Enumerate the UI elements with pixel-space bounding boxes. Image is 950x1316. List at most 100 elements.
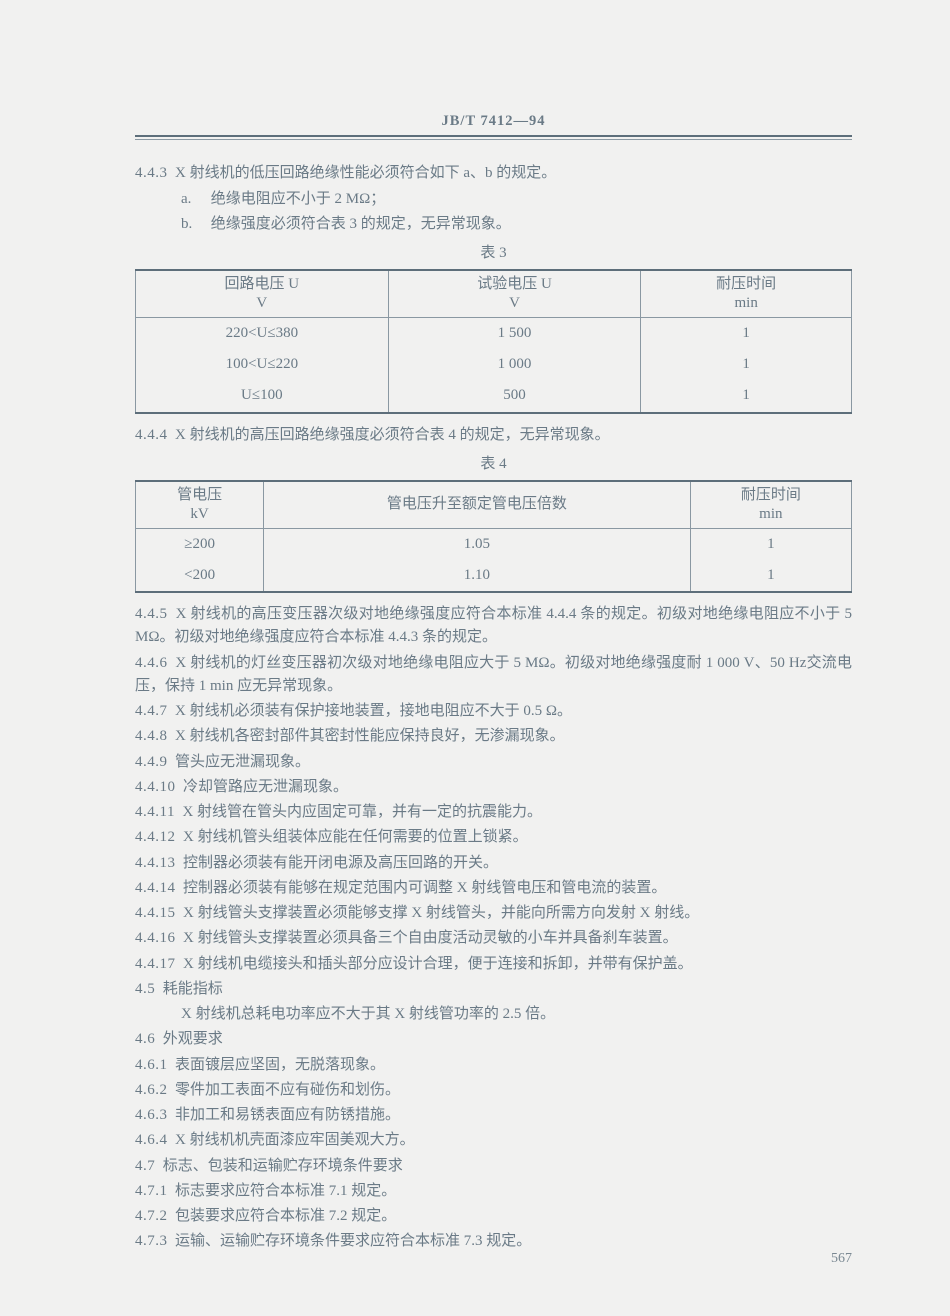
sec-num: 4.7.1 <box>135 1183 168 1199</box>
sec-num: 4.4.12 <box>135 829 176 845</box>
clause-4-4-13: 4.4.13 控制器必须装有能开闭电源及高压回路的开关。 <box>135 852 852 875</box>
standard-number: JB/T 7412—94 <box>442 113 546 129</box>
cell: 1 000 <box>388 349 641 380</box>
sec-num: 4.4.5 <box>135 606 168 622</box>
sec-num: 4.4.10 <box>135 779 176 795</box>
clause-4-7-3: 4.7.3 运输、运输贮存环境条件要求应符合本标准 7.3 规定。 <box>135 1230 852 1253</box>
table3-h1b: V <box>256 295 267 311</box>
cell: 1 <box>690 560 851 592</box>
table3-h3b: min <box>735 295 758 311</box>
clause-4-4-10: 4.4.10 冷却管路应无泄漏现象。 <box>135 776 852 799</box>
table4-h1b: kV <box>190 506 208 522</box>
page: JB/T 7412—94 4.4.3 X 射线机的低压回路绝缘性能必须符合如下 … <box>0 0 950 1316</box>
sub-text: 绝缘强度必须符合表 3 的规定，无异常现象。 <box>211 216 511 232</box>
table4-h2: 管电压升至额定管电压倍数 <box>264 481 690 528</box>
table3-h1: 回路电压 U V <box>136 270 389 317</box>
sec-num: 4.6.3 <box>135 1107 168 1123</box>
cell: 500 <box>388 380 641 412</box>
table-row: 100<U≤220 1 000 1 <box>136 349 852 380</box>
clause-4-4-11: 4.4.11 X 射线管在管头内应固定可靠，并有一定的抗震能力。 <box>135 801 852 824</box>
cell: 1 <box>641 317 852 349</box>
clause-4-4-4: 4.4.4 X 射线机的高压回路绝缘强度必须符合表 4 的规定，无异常现象。 <box>135 424 852 447</box>
table3: 回路电压 U V 试验电压 U V 耐压时间 min 220<U≤380 1 5… <box>135 269 852 413</box>
clause-4-4-6: 4.4.6 X 射线机的灯丝变压器初次级对地绝缘电阻应大于 5 MΩ。初级对地绝… <box>135 652 852 699</box>
clause-text: 非加工和易锈表面应有防锈措施。 <box>175 1107 400 1123</box>
sec-num: 4.6.4 <box>135 1132 168 1148</box>
table-row: ≥200 1.05 1 <box>136 528 852 560</box>
clause-text: X 射线机管头组装体应能在任何需要的位置上锁紧。 <box>183 829 528 845</box>
clause-4-5: 4.5 耗能指标 <box>135 978 852 1001</box>
sec-num: 4.4.13 <box>135 855 176 871</box>
clause-text: 控制器必须装有能够在规定范围内可调整 X 射线管电压和管电流的装置。 <box>183 880 666 896</box>
sub-label: a. <box>181 188 207 211</box>
clause-text: X 射线机必须装有保护接地装置，接地电阻应不大于 0.5 Ω。 <box>175 703 572 719</box>
cell: 1 500 <box>388 317 641 349</box>
clause-text: X 射线管头支撑装置必须具备三个自由度活动灵敏的小车并具备刹车装置。 <box>183 930 678 946</box>
sec-num: 4.6.1 <box>135 1057 168 1073</box>
cell: ≥200 <box>136 528 264 560</box>
sec-num: 4.4.4 <box>135 427 168 443</box>
clause-text: 表面镀层应坚固，无脱落现象。 <box>175 1057 385 1073</box>
sec-num: 4.5 <box>135 981 155 997</box>
clause-4-5-body: X 射线机总耗电功率应不大于其 X 射线管功率的 2.5 倍。 <box>135 1003 852 1026</box>
sec-num: 4.4.17 <box>135 956 176 972</box>
table-row: <200 1.10 1 <box>136 560 852 592</box>
clause-text: 控制器必须装有能开闭电源及高压回路的开关。 <box>183 855 498 871</box>
clause-4-6-2: 4.6.2 零件加工表面不应有碰伤和划伤。 <box>135 1079 852 1102</box>
clause-4-7-2: 4.7.2 包装要求应符合本标准 7.2 规定。 <box>135 1205 852 1228</box>
clause-4-7: 4.7 标志、包装和运输贮存环境条件要求 <box>135 1155 852 1178</box>
table3-h3: 耐压时间 min <box>641 270 852 317</box>
sec-num: 4.4.3 <box>135 165 168 181</box>
clause-text: X 射线机的高压回路绝缘强度必须符合表 4 的规定，无异常现象。 <box>175 427 610 443</box>
clause-text: 运输、运输贮存环境条件要求应符合本标准 7.3 规定。 <box>175 1233 531 1249</box>
clause-text: X 射线机的高压变压器次级对地绝缘强度应符合本标准 4.4.4 条的规定。初级对… <box>135 606 852 645</box>
header-rule <box>135 139 852 140</box>
clause-title: 外观要求 <box>163 1031 223 1047</box>
clause-4-4-9: 4.4.9 管头应无泄漏现象。 <box>135 751 852 774</box>
clause-4-4-3: 4.4.3 X 射线机的低压回路绝缘性能必须符合如下 a、b 的规定。 <box>135 162 852 185</box>
clause-text: 包装要求应符合本标准 7.2 规定。 <box>175 1208 396 1224</box>
cell: <200 <box>136 560 264 592</box>
clause-text: X 射线机电缆接头和插头部分应设计合理，便于连接和拆卸，并带有保护盖。 <box>183 956 693 972</box>
table3-caption: 表 3 <box>135 242 852 265</box>
sec-num: 4.4.7 <box>135 703 168 719</box>
clause-4-4-14: 4.4.14 控制器必须装有能够在规定范围内可调整 X 射线管电压和管电流的装置… <box>135 877 852 900</box>
sec-num: 4.4.14 <box>135 880 176 896</box>
table3-h3a: 耐压时间 <box>716 276 776 292</box>
table-row: U≤100 500 1 <box>136 380 852 412</box>
table-row: 220<U≤380 1 500 1 <box>136 317 852 349</box>
clause-4-4-15: 4.4.15 X 射线管头支撑装置必须能够支撑 X 射线管头，并能向所需方向发射… <box>135 902 852 925</box>
clause-text: 标志要求应符合本标准 7.1 规定。 <box>175 1183 396 1199</box>
clause-4-4-8: 4.4.8 X 射线机各密封部件其密封性能应保持良好，无渗漏现象。 <box>135 725 852 748</box>
cell: 220<U≤380 <box>136 317 389 349</box>
clause-text: X 射线机的灯丝变压器初次级对地绝缘电阻应大于 5 MΩ。初级对地绝缘强度耐 1… <box>135 655 852 694</box>
cell: 1.10 <box>264 560 690 592</box>
sec-num: 4.4.16 <box>135 930 176 946</box>
clause-text: 冷却管路应无泄漏现象。 <box>183 779 348 795</box>
clause-4-4-12: 4.4.12 X 射线机管头组装体应能在任何需要的位置上锁紧。 <box>135 826 852 849</box>
cell: 1 <box>690 528 851 560</box>
sub-text: 绝缘电阻应不小于 2 MΩ； <box>211 191 386 207</box>
table3-h2b: V <box>509 295 520 311</box>
clause-text: X 射线机机壳面漆应牢固美观大方。 <box>175 1132 415 1148</box>
clause-4-6-1: 4.6.1 表面镀层应坚固，无脱落现象。 <box>135 1054 852 1077</box>
sec-num: 4.4.9 <box>135 754 168 770</box>
table3-h2a: 试验电压 U <box>477 276 552 292</box>
cell: U≤100 <box>136 380 389 412</box>
clause-title: 标志、包装和运输贮存环境条件要求 <box>163 1158 403 1174</box>
sec-num: 4.7 <box>135 1158 155 1174</box>
sec-num: 4.7.2 <box>135 1208 168 1224</box>
clause-4-6-4: 4.6.4 X 射线机机壳面漆应牢固美观大方。 <box>135 1129 852 1152</box>
clause-4-6: 4.6 外观要求 <box>135 1028 852 1051</box>
sec-num: 4.6 <box>135 1031 155 1047</box>
table4-h3: 耐压时间 min <box>690 481 851 528</box>
table4-h3b: min <box>759 506 782 522</box>
clause-text: X 射线管头支撑装置必须能够支撑 X 射线管头，并能向所需方向发射 X 射线。 <box>183 905 699 921</box>
cell: 1 <box>641 349 852 380</box>
sec-num: 4.4.8 <box>135 728 168 744</box>
cell: 100<U≤220 <box>136 349 389 380</box>
clause-4-4-16: 4.4.16 X 射线管头支撑装置必须具备三个自由度活动灵敏的小车并具备刹车装置… <box>135 927 852 950</box>
clause-text: 管头应无泄漏现象。 <box>175 754 310 770</box>
page-number: 567 <box>831 1248 852 1270</box>
clause-4-7-1: 4.7.1 标志要求应符合本标准 7.1 规定。 <box>135 1180 852 1203</box>
